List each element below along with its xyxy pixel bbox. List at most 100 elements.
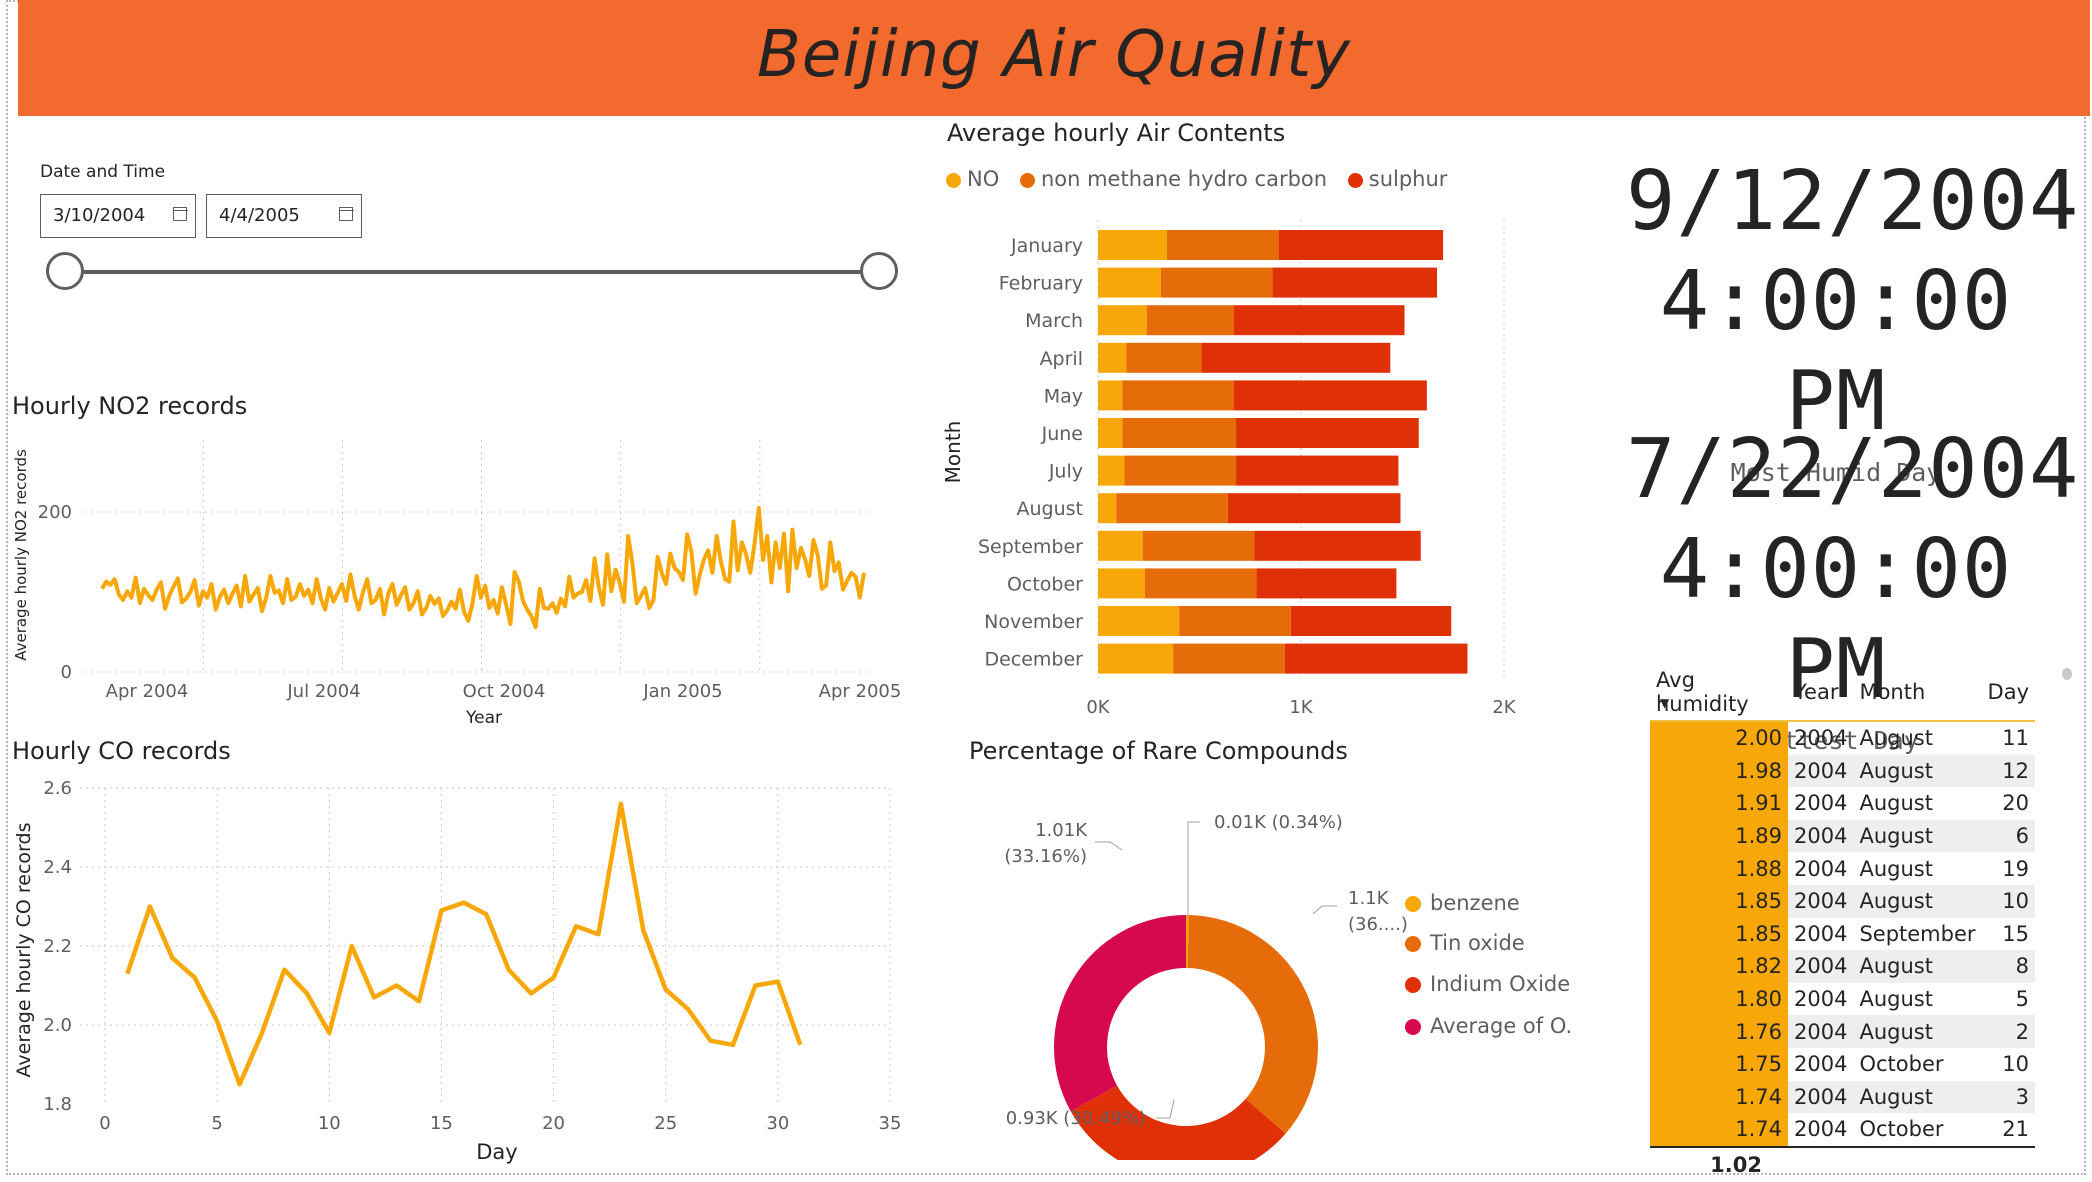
- x-tick-label: 35: [879, 1113, 902, 1134]
- cell-year: 2004: [1794, 1052, 1848, 1077]
- cell-month: August: [1853, 819, 1982, 853]
- bar-segment: [1098, 530, 1143, 561]
- cell-humidity: 1.85: [1650, 884, 1788, 918]
- col-month[interactable]: Month: [1853, 664, 1982, 722]
- x-tick-label: 30: [766, 1113, 789, 1134]
- cell-year: 2004: [1794, 1117, 1848, 1142]
- bar-segment: [1278, 230, 1444, 260]
- leader-line: [1095, 841, 1123, 851]
- table-row[interactable]: 1.91 2004 August 20: [1650, 787, 2035, 820]
- cell-humidity: 1.85: [1650, 917, 1788, 951]
- end-date-input[interactable]: 4/4/2005: [206, 194, 362, 238]
- data-label: (36....): [1348, 914, 1408, 935]
- legend-dot: [1405, 896, 1421, 912]
- bar-segment: [1098, 493, 1117, 524]
- bar-segment: [1098, 380, 1123, 411]
- legend-dot: [1405, 936, 1421, 952]
- date-range-track[interactable]: [64, 270, 880, 274]
- start-date-input[interactable]: 3/10/2004: [40, 194, 196, 238]
- legend-dot: [1405, 1019, 1421, 1035]
- legend-sulphur[interactable]: sulphur: [1347, 167, 1447, 191]
- cell-day: 3: [1981, 1080, 2035, 1114]
- x-tick-label: 20: [542, 1113, 565, 1134]
- x-tick-label: Apr 2005: [819, 681, 902, 702]
- cell-year: 2004: [1788, 1080, 1854, 1114]
- table-row[interactable]: 2.00 2004 August 11: [1650, 721, 2035, 755]
- y-axis-label: Average hourly NO2 records: [12, 449, 30, 661]
- table-scrollbar[interactable]: [2062, 668, 2072, 680]
- bar-segment: [1098, 342, 1127, 373]
- cell-day: 11: [2002, 726, 2029, 751]
- slider-start-handle[interactable]: [46, 252, 84, 290]
- x-tick-label: 0: [99, 1113, 110, 1134]
- cell-day: 10: [1981, 884, 2035, 918]
- col-day[interactable]: Day: [1981, 664, 2035, 722]
- slicer-label: Date and Time: [40, 162, 166, 182]
- air-bar-chart: 0K 1K 2K Month January February March April May J…: [941, 220, 1517, 718]
- co-line-chart: 2.6 2.4 2.2 2.0 1.8 0 5 10 15 20 25 30 35 Day Average …: [13, 778, 902, 1164]
- month-tick-label: September: [978, 536, 1083, 558]
- table-row[interactable]: 1.88 2004 August 19: [1650, 852, 2035, 885]
- table-row[interactable]: 1.89 2004 August 6: [1650, 819, 2035, 853]
- table-row[interactable]: 1.80 2004 August 5: [1650, 982, 2035, 1016]
- legend-no[interactable]: NO: [946, 167, 999, 191]
- cell-day: 15: [2002, 921, 2029, 946]
- cell-month: August: [1859, 856, 1933, 881]
- calendar-icon[interactable]: [172, 207, 188, 221]
- col-avg-humidity[interactable]: Avg humidity ▼: [1650, 664, 1788, 722]
- bar-segment: [1254, 530, 1421, 561]
- bar-segment: [1122, 380, 1235, 411]
- humidity-table: Avg humidity ▼ Year Month Day 2.00 2004 Aug…: [1650, 664, 2035, 1182]
- table-row[interactable]: 1.74 2004 October 21: [1650, 1113, 2035, 1147]
- sort-desc-icon[interactable]: ▼: [1660, 696, 1670, 710]
- kpi-most-humid: 9/12/2004 4:00:00 PM Most Humid Day: [1626, 152, 2078, 487]
- data-label: 1.01K: [1035, 820, 1088, 841]
- bar-segment: [1290, 606, 1452, 636]
- cell-day: 12: [1981, 754, 2035, 788]
- cell-day: 5: [2015, 987, 2029, 1012]
- data-label: 0.01K (0.34%): [1214, 812, 1343, 833]
- co-chart-title: Hourly CO records: [12, 737, 231, 765]
- bar-segment: [1098, 267, 1161, 298]
- table-row[interactable]: 1.98 2004 August 12: [1650, 754, 2035, 788]
- bar-segment: [1160, 267, 1273, 298]
- cell-year: 2004: [1794, 856, 1848, 881]
- cell-day: 20: [2002, 791, 2029, 816]
- bar-segment: [1098, 230, 1168, 260]
- cell-month: August: [1853, 950, 1982, 983]
- cell-humidity: 2.00: [1650, 721, 1788, 755]
- cell-year: 2004: [1794, 726, 1848, 751]
- table-row[interactable]: 1.85 2004 September 15: [1650, 917, 2035, 951]
- table-row[interactable]: 1.76 2004 August 2: [1650, 1015, 2035, 1048]
- bar-segment: [1179, 606, 1291, 636]
- cell-month: October: [1859, 1117, 1944, 1142]
- legend-label: Tin oxide: [1429, 931, 1525, 955]
- legend-nmhc[interactable]: non methane hydro carbon: [1019, 167, 1327, 191]
- x-tick-label: Jul 2004: [286, 681, 360, 702]
- bar-segment: [1098, 568, 1145, 599]
- bar-segment: [1098, 455, 1125, 486]
- table-row[interactable]: 1.82 2004 August 8: [1650, 950, 2035, 983]
- y-tick-label: 2.6: [43, 778, 72, 799]
- cell-humidity: 1.80: [1650, 982, 1788, 1016]
- calendar-icon[interactable]: [338, 207, 354, 221]
- start-date-value: 3/10/2004: [53, 205, 146, 226]
- cell-month: August: [1859, 726, 1933, 751]
- bar-segment: [1256, 568, 1397, 599]
- rare-chart-title: Percentage of Rare Compounds: [969, 737, 1348, 765]
- cell-year: 2004: [1794, 921, 1848, 946]
- cell-year: 2004: [1794, 791, 1848, 816]
- col-year[interactable]: Year: [1788, 664, 1854, 722]
- slider-end-handle[interactable]: [860, 252, 898, 290]
- x-axis-label: Day: [476, 1140, 517, 1164]
- table-row[interactable]: 1.74 2004 August 3: [1650, 1080, 2035, 1114]
- y-axis-label: Month: [941, 421, 965, 484]
- bar-segment: [1234, 380, 1427, 411]
- x-tick-label: 2K: [1492, 697, 1516, 718]
- month-tick-label: May: [1044, 385, 1083, 407]
- kpi-hot-date: 7/22/2004: [1626, 422, 2080, 517]
- table-row[interactable]: 1.85 2004 August 10: [1650, 884, 2035, 918]
- table-row[interactable]: 1.75 2004 October 10: [1650, 1047, 2035, 1081]
- cell-humidity: 1.75: [1650, 1047, 1788, 1081]
- y-axis-label: Average hourly CO records: [13, 823, 35, 1078]
